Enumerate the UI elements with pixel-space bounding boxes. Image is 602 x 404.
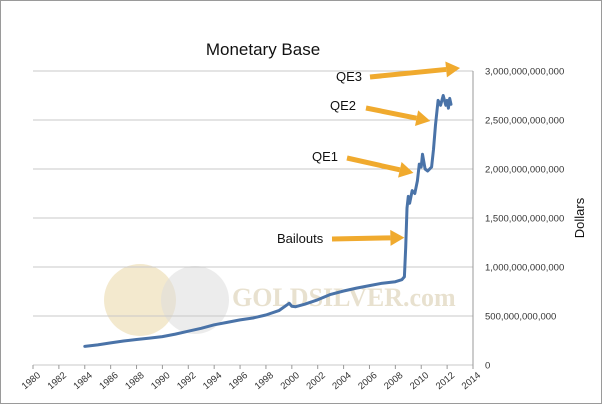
annotation-arrowhead-qe2 bbox=[414, 110, 431, 127]
x-tick-label: 2010 bbox=[408, 370, 431, 392]
silver-coin-watermark bbox=[161, 266, 229, 334]
monetary-base-line bbox=[83, 94, 453, 348]
x-tick-label: 1998 bbox=[253, 370, 276, 392]
annotation-label-qe1: QE1 bbox=[312, 149, 338, 164]
y-tick-label: 1,500,000,000,000 bbox=[485, 214, 564, 225]
annotation-label-qe2: QE2 bbox=[330, 98, 356, 113]
x-tick-label: 1996 bbox=[227, 370, 250, 392]
y-tick-label: 1,000,000,000,000 bbox=[485, 263, 564, 274]
annotation-arrow-qe1 bbox=[346, 155, 401, 173]
annotation-arrow-bailouts bbox=[331, 235, 391, 242]
y-tick-label: 500,000,000,000 bbox=[485, 312, 556, 323]
x-tick-label: 1986 bbox=[97, 370, 120, 392]
x-tick-label: 1982 bbox=[46, 370, 69, 392]
x-tick-label: 2004 bbox=[330, 370, 353, 392]
x-tick-label: 2012 bbox=[434, 370, 457, 392]
chart-title: Monetary Base bbox=[206, 40, 320, 59]
y-tick-label: 2,000,000,000,000 bbox=[485, 165, 564, 176]
x-axis: 1980 1982 1984 1986 1988 1990 1992 1994 1996 1998… bbox=[20, 365, 483, 392]
x-tick-label: 1980 bbox=[20, 370, 43, 392]
annotation-arrowhead-bailouts bbox=[390, 229, 405, 246]
annotation-label-qe3: QE3 bbox=[336, 69, 362, 84]
x-tick-label: 1992 bbox=[175, 370, 198, 392]
y-axis-label: Dollars bbox=[572, 197, 587, 238]
x-tick-label: 1990 bbox=[149, 370, 172, 392]
series-layer bbox=[83, 94, 453, 348]
y-tick-label: 3,000,000,000,000 bbox=[485, 67, 564, 78]
watermark-text: GOLDSILVER.com bbox=[232, 283, 456, 312]
annotations: Bailouts QE1 QE2 QE3 bbox=[277, 61, 461, 246]
y-tick-label: 0 bbox=[485, 361, 490, 372]
x-tick-label: 1988 bbox=[123, 370, 146, 392]
goldsilver-watermark: GOLDSILVER.com bbox=[104, 264, 456, 336]
annotation-arrow-qe2 bbox=[365, 105, 418, 121]
x-tick-label: 1984 bbox=[72, 370, 95, 392]
x-tick-label: 2006 bbox=[356, 370, 379, 392]
y-axis: 0 500,000,000,000 1,000,000,000,000 1,500,0… bbox=[485, 67, 564, 372]
x-tick-label: 2000 bbox=[279, 370, 302, 392]
annotation-arrowhead-qe3 bbox=[445, 61, 461, 78]
x-tick-label: 2014 bbox=[460, 370, 483, 392]
gold-coin-watermark bbox=[104, 264, 176, 336]
annotation-arrow-qe3 bbox=[369, 66, 447, 80]
x-tick-label: 2002 bbox=[304, 370, 327, 392]
x-tick-label: 2008 bbox=[382, 370, 405, 392]
annotation-arrowhead-qe1 bbox=[398, 162, 414, 178]
y-tick-label: 2,500,000,000,000 bbox=[485, 116, 564, 127]
annotation-label-bailouts: Bailouts bbox=[277, 231, 324, 246]
x-tick-label: 1994 bbox=[201, 370, 224, 392]
